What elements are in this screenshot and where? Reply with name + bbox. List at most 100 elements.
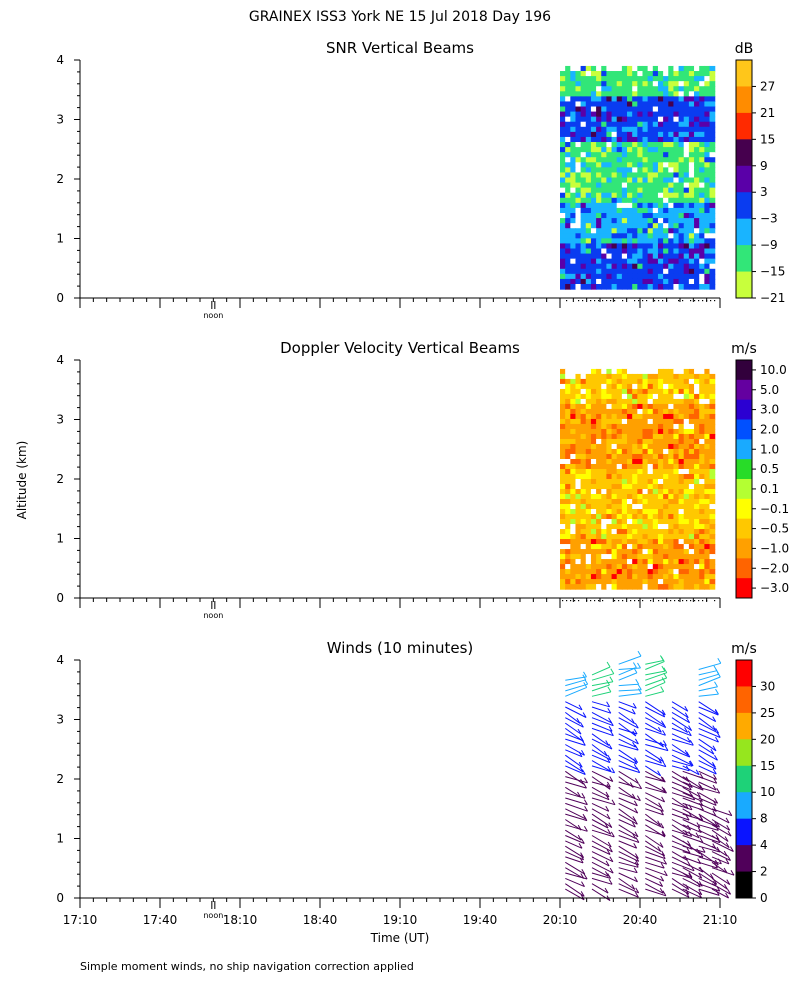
- wind-barb: [671, 744, 689, 756]
- data-marker-dot: [610, 300, 612, 302]
- heatmap-cell: [596, 81, 602, 87]
- heatmap-cell: [668, 71, 675, 77]
- heatmap-cell: [627, 278, 633, 285]
- heatmap-cell: [663, 142, 669, 148]
- heatmap-cell: [683, 453, 690, 460]
- wind-barb: [671, 765, 690, 772]
- heatmap-cell: [694, 258, 700, 265]
- heatmap-cell: [616, 494, 623, 500]
- heatmap-cell: [637, 268, 644, 275]
- heatmap-cell: [585, 584, 592, 590]
- heatmap-cell: [560, 438, 566, 445]
- colorbar-label: 0.1: [760, 482, 779, 496]
- heatmap-cell: [709, 111, 716, 118]
- heatmap-cell: [606, 564, 613, 570]
- heatmap-cell: [647, 504, 654, 510]
- heatmap-cell: [673, 152, 680, 158]
- heatmap-cell: [632, 106, 638, 113]
- heatmap-cell: [663, 579, 669, 585]
- heatmap-cell: [632, 408, 638, 415]
- heatmap-cell: [570, 574, 577, 580]
- heatmap-cell: [616, 182, 623, 189]
- heatmap-cell: [683, 177, 690, 184]
- heatmap-cell: [637, 408, 644, 415]
- heatmap-cell: [678, 539, 685, 545]
- heatmap-cell: [694, 202, 700, 209]
- wind-barb-flag: [583, 873, 588, 880]
- wind-barb: [645, 867, 668, 877]
- wind-barb-flag: [603, 750, 608, 757]
- wind-barb: [565, 851, 584, 861]
- heatmap-cell: [637, 167, 644, 174]
- heatmap-cell: [601, 253, 607, 260]
- heatmap-cell: [601, 81, 607, 87]
- heatmap-cell: [683, 484, 690, 490]
- wind-barb: [645, 781, 666, 793]
- data-marker-dot: [678, 300, 680, 302]
- heatmap-cell: [575, 197, 582, 204]
- heatmap-cell: [611, 192, 618, 199]
- heatmap-cell: [688, 428, 695, 435]
- heatmap-cell: [616, 71, 623, 77]
- heatmap-cell: [657, 268, 664, 275]
- heatmap-cell: [673, 273, 680, 280]
- heatmap-cell: [637, 131, 644, 138]
- heatmap-cell: [694, 126, 700, 133]
- heatmap-cell: [616, 126, 623, 133]
- heatmap-cell: [673, 258, 680, 265]
- heatmap-cell: [694, 479, 700, 485]
- heatmap-cell: [601, 438, 607, 445]
- wind-barb: [698, 797, 717, 806]
- heatmap-cell: [585, 126, 592, 133]
- heatmap-cell: [652, 126, 659, 133]
- heatmap-cell: [616, 509, 623, 515]
- heatmap-cell: [606, 65, 613, 72]
- heatmap-cell: [709, 579, 716, 585]
- heatmap-cell: [590, 584, 597, 590]
- wind-barb-flag: [605, 806, 610, 812]
- heatmap-cell: [647, 433, 654, 440]
- heatmap-cell: [704, 443, 711, 450]
- heatmap-cell: [678, 111, 685, 118]
- heatmap-cell: [596, 278, 602, 285]
- heatmap-cell: [611, 273, 618, 280]
- heatmap-cell: [621, 413, 628, 420]
- x-axis-label: Time (UT): [370, 931, 430, 945]
- heatmap-cell: [601, 131, 607, 138]
- heatmap-cell: [611, 514, 618, 520]
- wind-barb: [711, 845, 728, 857]
- heatmap-cell: [575, 378, 582, 385]
- heatmap-cell: [601, 383, 607, 390]
- heatmap-cell: [580, 136, 587, 143]
- heatmap-cell: [699, 263, 705, 270]
- wind-barb-flag: [663, 787, 667, 794]
- heatmap-cell: [637, 489, 644, 495]
- heatmap-cell: [637, 448, 644, 455]
- heatmap-cell: [565, 233, 571, 239]
- heatmap-cell: [709, 559, 716, 565]
- colorbar-label: −2.0: [760, 561, 789, 575]
- heatmap-cell: [704, 248, 711, 255]
- heatmap-cell: [709, 544, 716, 550]
- heatmap-cell: [688, 238, 695, 245]
- heatmap-cell: [699, 529, 705, 535]
- heatmap-cell: [699, 106, 705, 113]
- heatmap-cell: [621, 106, 628, 113]
- heatmap-cell: [570, 192, 577, 199]
- heatmap-cell: [565, 574, 571, 580]
- heatmap-cell: [678, 529, 685, 535]
- heatmap-cell: [699, 494, 705, 500]
- heatmap-cell: [663, 162, 669, 168]
- heatmap-cell: [627, 408, 633, 415]
- heatmap-cell: [663, 564, 669, 570]
- heatmap-cell: [709, 207, 716, 214]
- wind-barb-flag: [701, 847, 706, 853]
- heatmap-cell: [704, 177, 711, 184]
- heatmap-cell: [678, 106, 685, 113]
- heatmap-cell: [647, 197, 654, 204]
- wind-barb: [591, 717, 614, 727]
- heatmap-cell: [621, 494, 628, 500]
- heatmap-cell: [611, 284, 618, 290]
- heatmap-cell: [621, 197, 628, 204]
- heatmap-cell: [601, 86, 607, 92]
